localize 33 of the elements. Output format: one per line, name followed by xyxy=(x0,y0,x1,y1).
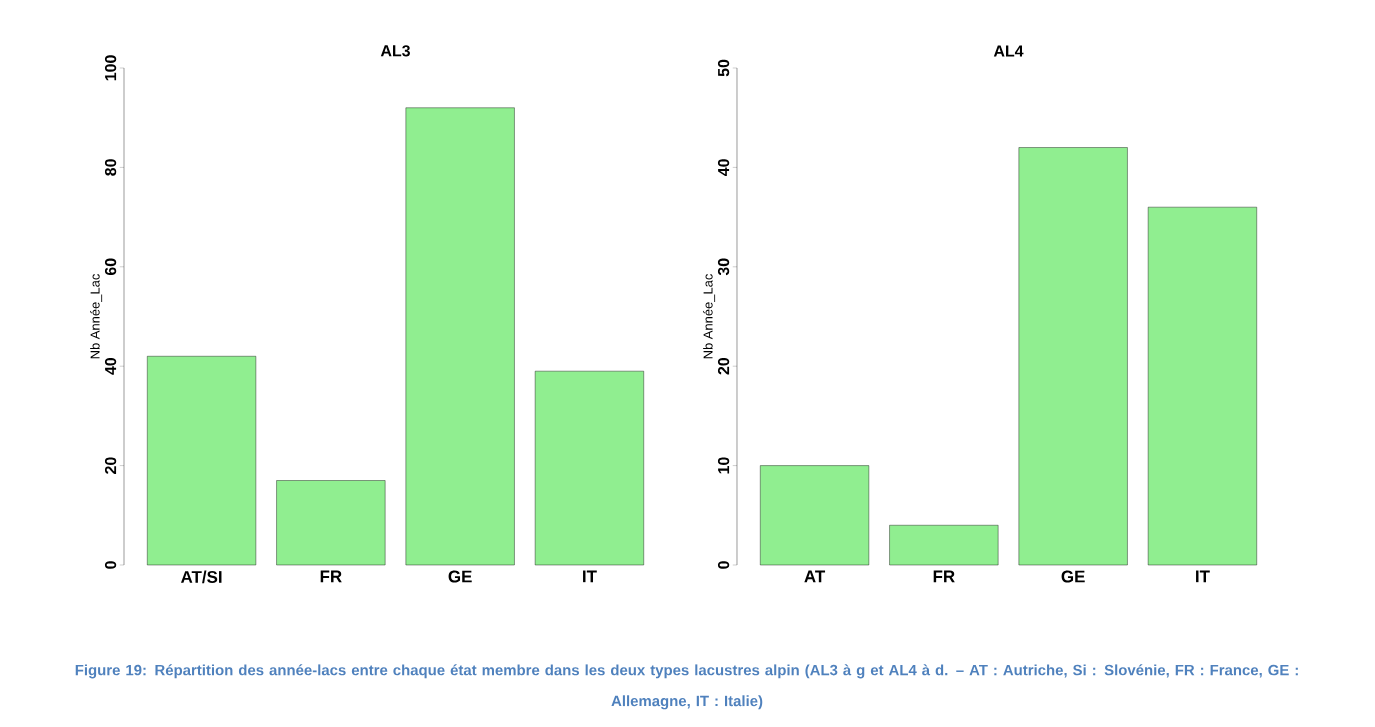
bar xyxy=(147,356,257,566)
y-tick-label: 0 xyxy=(104,561,117,569)
caption: Figure 19: Répartition des année-lacs entre chaque état membre dans les deux types lacustres alpin (AL3 à g et AL4 à d. – AT : Autriche, Si : Slovénie, FR : France, GE : Allemagne, IT : Italie) xyxy=(75,664,1298,710)
y-tick-label: 0 xyxy=(717,561,730,569)
y-tick-label: 20 xyxy=(717,358,730,375)
y-tick-label: 60 xyxy=(104,258,117,276)
y-tick-label: 100 xyxy=(104,55,117,81)
y-tick-label: 40 xyxy=(104,358,117,375)
y-tick-label: 30 xyxy=(717,258,730,276)
x-tick-label: AT/SI xyxy=(180,570,222,584)
bar xyxy=(1018,147,1128,566)
bar xyxy=(405,107,515,566)
x-tick-label: IT xyxy=(583,570,597,583)
x-tick-label: AT xyxy=(804,570,826,583)
y-tick-label: 20 xyxy=(104,457,117,474)
y-tick-label: 50 xyxy=(717,59,730,77)
x-tick-label: FR xyxy=(320,570,342,583)
x-tick-label: GE xyxy=(1061,570,1085,583)
y-axis-title: Nb Année_Lac xyxy=(702,274,716,359)
x-tick-label: IT xyxy=(1196,570,1210,583)
x-tick-label: GE xyxy=(448,570,472,583)
bar xyxy=(889,525,999,566)
bar xyxy=(760,465,870,566)
bar xyxy=(276,480,386,566)
x-tick-label: FR xyxy=(933,570,955,583)
y-axis-title: Nb Année_Lac xyxy=(90,274,103,359)
y-tick-label: 10 xyxy=(717,457,730,474)
y-tick-label: 80 xyxy=(104,159,117,176)
chart-title: AL3 xyxy=(380,45,410,57)
y-tick-label: 40 xyxy=(717,159,730,177)
chart-title: AL4 xyxy=(993,45,1024,57)
bar xyxy=(1147,206,1257,566)
bar xyxy=(534,370,644,566)
